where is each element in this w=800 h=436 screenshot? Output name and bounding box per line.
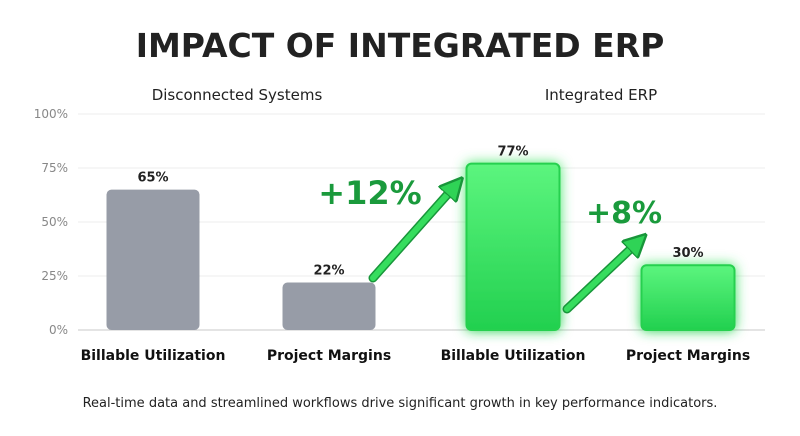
bar-integrated-2 bbox=[465, 162, 561, 331]
value-label: 77% bbox=[497, 145, 528, 160]
category-label: Project Margins bbox=[267, 348, 391, 364]
increase-arrow-icon bbox=[370, 186, 455, 281]
increase-arrow-icon bbox=[564, 242, 638, 312]
delta-label-margins: +8% bbox=[586, 196, 662, 231]
group-label-integrated: Integrated ERP bbox=[545, 86, 657, 104]
caption: Real-time data and streamlined workflows… bbox=[83, 396, 718, 411]
bar-integrated-3 bbox=[640, 264, 736, 332]
bar-disconnected-1 bbox=[282, 282, 376, 330]
category-label: Billable Utilization bbox=[81, 348, 226, 364]
y-tick-label: 100% bbox=[34, 107, 68, 121]
y-tick-label: 25% bbox=[41, 269, 68, 283]
y-tick-label: 0% bbox=[49, 323, 68, 337]
group-label-disconnected: Disconnected Systems bbox=[152, 86, 323, 104]
category-label: Project Margins bbox=[626, 348, 750, 364]
y-tick-label: 75% bbox=[41, 161, 68, 175]
value-label: 65% bbox=[137, 171, 168, 186]
value-label: 30% bbox=[672, 246, 703, 261]
value-label: 22% bbox=[313, 263, 344, 278]
bar-disconnected-0 bbox=[106, 189, 200, 330]
category-label: Billable Utilization bbox=[441, 348, 586, 364]
y-tick-label: 50% bbox=[41, 215, 68, 229]
delta-label-utilization: +12% bbox=[318, 174, 421, 212]
chart-title: IMPACT OF INTEGRATED ERP bbox=[136, 26, 665, 65]
